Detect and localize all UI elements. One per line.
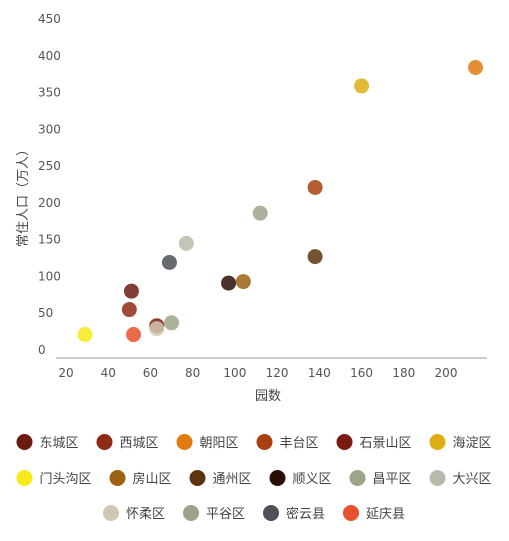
legend-item[interactable]: 东城区 <box>16 434 79 451</box>
legend-item[interactable]: 通州区 <box>189 470 252 487</box>
legend-marker <box>429 434 446 450</box>
legend-item[interactable]: 延庆县 <box>343 505 405 522</box>
legend-item[interactable]: 顺义区 <box>269 470 332 487</box>
x-axis-ticks: 20 40 60 80 100 120 140 160 180 200 <box>58 366 457 380</box>
legend-label: 门头沟区 <box>40 472 92 487</box>
legend-label: 东城区 <box>40 436 79 451</box>
legend-marker <box>256 434 273 450</box>
y-tick-label: 300 <box>38 122 61 136</box>
legend-marker <box>183 505 199 521</box>
y-tick-label: 250 <box>38 159 61 173</box>
x-tick-label: 120 <box>266 366 289 380</box>
legend-marker <box>109 470 126 486</box>
legend-label: 大兴区 <box>453 472 492 487</box>
legend-item[interactable]: 丰台区 <box>256 434 319 451</box>
legend-item[interactable]: 房山区 <box>109 470 172 487</box>
legend-item[interactable]: 平谷区 <box>183 505 245 522</box>
legend-item[interactable]: 怀柔区 <box>103 505 165 522</box>
data-point[interactable]: 通州区 <box>307 249 323 265</box>
data-point[interactable]: 房山区 <box>235 274 251 290</box>
legend-item[interactable]: 石景山区 <box>336 434 412 451</box>
y-tick-label: 450 <box>38 12 61 26</box>
legend-item[interactable]: 朝阳区 <box>176 434 239 451</box>
data-point[interactable]: 顺义区 <box>221 275 237 291</box>
data-points: 东城区西城区朝阳区丰台区石景山区海淀区门头沟区房山区通州区顺义区昌平区大兴区怀柔… <box>77 60 484 343</box>
legend-label: 密云县 <box>286 506 325 522</box>
legend-item[interactable]: 门头沟区 <box>16 470 92 487</box>
legend-label: 丰台区 <box>280 436 319 451</box>
y-tick-label: 50 <box>38 306 53 320</box>
x-tick-label: 160 <box>350 366 373 380</box>
data-point[interactable]: 昌平区 <box>252 205 268 221</box>
y-tick-label: 400 <box>38 49 61 63</box>
legend-marker <box>349 470 366 486</box>
legend-label: 平谷区 <box>206 507 245 522</box>
data-point[interactable]: 丰台区 <box>307 179 323 195</box>
legend-label: 延庆县 <box>366 507 405 522</box>
x-tick-label: 20 <box>58 366 73 380</box>
legend-item[interactable]: 密云县 <box>263 505 325 522</box>
legend-label: 昌平区 <box>373 472 412 487</box>
legend-item[interactable]: 西城区 <box>96 434 159 451</box>
legend-label: 海淀区 <box>453 436 492 451</box>
legend-marker <box>336 434 353 450</box>
data-point[interactable]: 延庆县 <box>126 327 142 343</box>
legend-label: 石景山区 <box>360 436 412 451</box>
x-tick-label: 200 <box>435 366 458 380</box>
legend-label: 西城区 <box>120 436 159 451</box>
legend-item[interactable]: 大兴区 <box>429 470 492 487</box>
x-tick-label: 80 <box>185 366 200 380</box>
legend-label: 房山区 <box>133 471 172 487</box>
data-point[interactable]: 平谷区 <box>164 315 180 331</box>
legend-marker <box>176 434 193 450</box>
data-point[interactable]: 海淀区 <box>354 78 370 94</box>
y-axis-ticks: 0 50 100 150 200 250 300 350 400 450 <box>38 12 61 357</box>
legend-label: 怀柔区 <box>126 507 165 522</box>
legend-label: 朝阳区 <box>200 436 239 451</box>
legend-item[interactable]: 昌平区 <box>349 470 412 487</box>
legend-marker <box>16 470 33 486</box>
data-point[interactable]: 大兴区 <box>178 235 194 251</box>
x-tick-label: 60 <box>143 366 158 380</box>
legend-marker <box>96 434 113 450</box>
legend-marker <box>189 470 206 486</box>
x-tick-label: 100 <box>223 366 246 380</box>
legend-marker <box>269 470 286 486</box>
legend-item[interactable]: 海淀区 <box>429 434 492 451</box>
legend-marker <box>343 505 359 521</box>
legend-marker <box>103 505 119 521</box>
x-tick-label: 40 <box>101 366 116 380</box>
y-tick-label: 350 <box>38 86 61 100</box>
legend-marker <box>263 505 279 521</box>
y-tick-label: 100 <box>38 269 61 283</box>
x-tick-label: 140 <box>308 366 331 380</box>
x-tick-label: 180 <box>392 366 415 380</box>
x-axis-title: 园数 <box>255 389 281 404</box>
legend-label: 顺义区 <box>293 472 332 487</box>
data-point[interactable]: 东城区 <box>123 283 139 299</box>
data-point[interactable]: 朝阳区 <box>468 60 484 76</box>
legend-marker <box>16 434 33 450</box>
data-point[interactable]: 密云县 <box>161 254 177 270</box>
legend-marker <box>429 470 446 486</box>
data-point[interactable]: 怀柔区 <box>149 321 165 337</box>
y-axis-title: 常住人口（万人） <box>16 143 31 247</box>
data-point[interactable]: 西城区 <box>121 302 137 318</box>
legend-label: 通州区 <box>213 472 252 487</box>
y-tick-label: 150 <box>38 233 61 247</box>
y-tick-label: 200 <box>38 196 61 210</box>
data-point[interactable]: 门头沟区 <box>77 327 93 343</box>
y-tick-label: 0 <box>38 343 46 357</box>
